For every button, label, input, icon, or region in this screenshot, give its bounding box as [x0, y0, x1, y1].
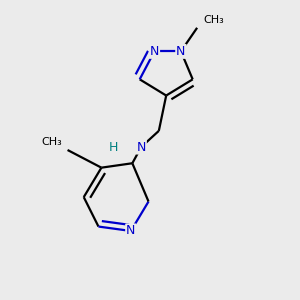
Text: N: N: [176, 45, 186, 58]
Text: CH₃: CH₃: [203, 15, 224, 25]
Text: H: H: [109, 141, 118, 154]
Text: N: N: [150, 45, 159, 58]
Text: CH₃: CH₃: [41, 137, 62, 147]
Text: N: N: [136, 141, 146, 154]
Text: N: N: [126, 224, 136, 238]
